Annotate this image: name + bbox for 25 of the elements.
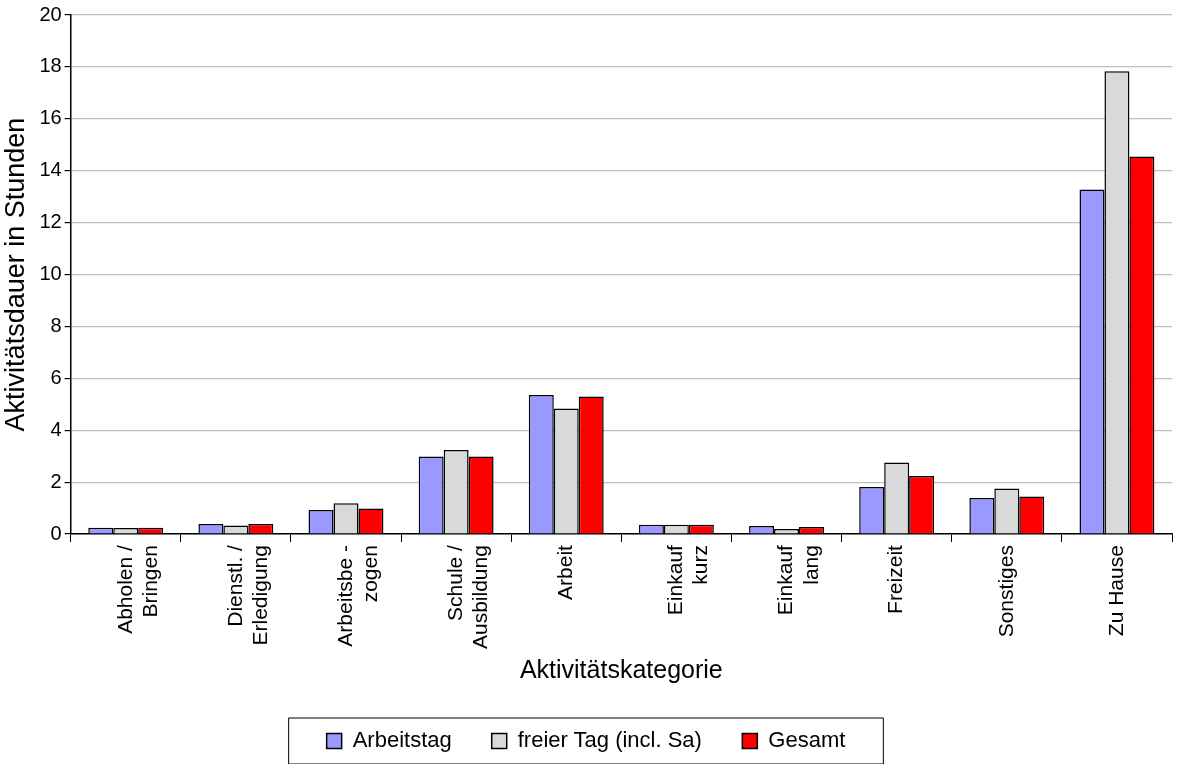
x-tick-label: Freizeit [883,544,907,614]
y-tick-label: 18 [39,54,62,77]
y-tick-label: 4 [50,417,62,440]
y-tick-label: 8 [50,313,62,336]
x-tick-label: Arbeit [553,544,577,600]
x-axis-title: Aktivitätskategorie [519,654,723,683]
legend-label: freier Tag (incl. Sa) [517,727,702,753]
y-tick-label: 20 [39,2,62,25]
y-tick-label: 12 [39,210,62,233]
y-tick-label: 14 [39,158,62,181]
y-tick-label: 2 [50,469,62,492]
x-tick-label: Dienstl. / Erledigung [222,544,271,646]
x-tick-label: Arbeitsbe - zogen [332,545,381,647]
legend-label: Arbeitstag [352,727,452,753]
x-tick-label: Zu Hause [1103,545,1127,637]
legend-label: Gesamt [768,727,846,753]
x-tick-label: Einkauf lang [773,544,822,616]
y-axis-title: Aktivitätsdauer in Stunden [0,117,30,432]
y-tick-label: 0 [50,521,62,544]
y-tick-label: 10 [39,262,62,285]
y-tick-label: 16 [39,106,62,129]
x-tick-label: Einkauf kurz [663,544,712,616]
x-tick-label: Abholen / Bringen [112,544,161,634]
x-tick-label: Sonstiges [993,545,1017,638]
y-tick-label: 6 [50,365,62,388]
